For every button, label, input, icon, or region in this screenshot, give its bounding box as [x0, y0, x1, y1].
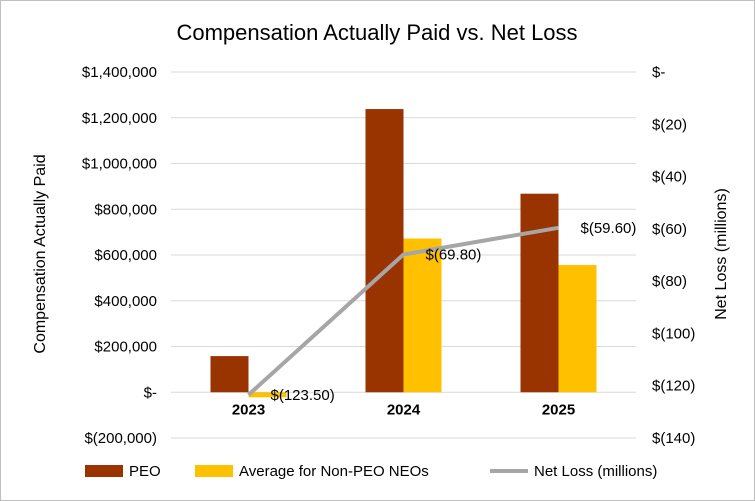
left-tick-label: $200,000 [94, 339, 157, 356]
chart-title: Compensation Actually Paid vs. Net Loss [176, 20, 577, 45]
bar-peo-2025 [520, 193, 559, 393]
bars [210, 109, 597, 398]
left-tick-label: $(200,000) [84, 430, 157, 447]
legend: PEO Average for Non-PEO NEOs Net Loss (mil… [85, 463, 657, 480]
left-tick-label: $- [144, 384, 157, 401]
data-labels: $(123.50) $(69.80) $(59.60) [271, 220, 637, 404]
right-tick-label: $(40) [652, 169, 687, 186]
bar-peo-2024 [365, 109, 404, 393]
left-tick-label: $400,000 [94, 293, 157, 310]
data-label-2024: $(69.80) [426, 246, 482, 263]
right-axis-title: Net Loss (millions) [713, 188, 730, 320]
left-tick-label: $800,000 [94, 201, 157, 218]
net-loss-line-layer [247, 225, 559, 397]
left-tick-label: $1,000,000 [82, 156, 157, 173]
left-tick-label: $1,200,000 [82, 110, 157, 127]
legend-swatch-average-for-non-peo-neos [195, 465, 233, 477]
bar-peo-2023 [210, 356, 249, 393]
category-label-2025: 2025 [542, 401, 575, 418]
legend-swatch-peo [85, 465, 123, 477]
left-tick-label: $1,400,000 [82, 64, 157, 81]
bar-average-for-non-peo-neos-2024 [403, 238, 442, 393]
legend-label-average-for-non-peo-neos: Average for Non-PEO NEOs [239, 463, 429, 480]
left-tick-label: $600,000 [94, 247, 157, 264]
left-axis-title: Compensation Actually Paid [32, 154, 49, 353]
right-tick-label: $(140) [652, 430, 695, 447]
bar-average-for-non-peo-neos-2025 [558, 265, 597, 393]
right-tick-label: $(80) [652, 273, 687, 290]
data-label-2023: $(123.50) [271, 387, 335, 404]
category-label-2024: 2024 [387, 401, 421, 418]
net-loss-line [247, 225, 559, 397]
legend-label-peo: PEO [129, 463, 161, 480]
left-axis-ticks: $1,400,000 $1,200,000 $1,000,000 $800,000 $6… [82, 64, 157, 447]
right-axis-ticks: $- $(20) $(40) $(60) $(80) $(100) $(120) $(140) [652, 64, 695, 447]
right-tick-label: $- [652, 64, 665, 81]
category-label-2023: 2023 [232, 401, 265, 418]
right-tick-label: $(120) [652, 378, 695, 395]
category-labels: 2023 2024 2025 [232, 401, 575, 418]
data-label-2025: $(59.60) [581, 220, 637, 237]
legend-label-net-loss-millions: Net Loss (millions) [534, 463, 657, 480]
right-tick-label: $(100) [652, 325, 695, 342]
bar-average-for-non-peo-neos-2023 [248, 392, 287, 398]
right-tick-label: $(20) [652, 116, 687, 133]
right-tick-label: $(60) [652, 221, 687, 238]
